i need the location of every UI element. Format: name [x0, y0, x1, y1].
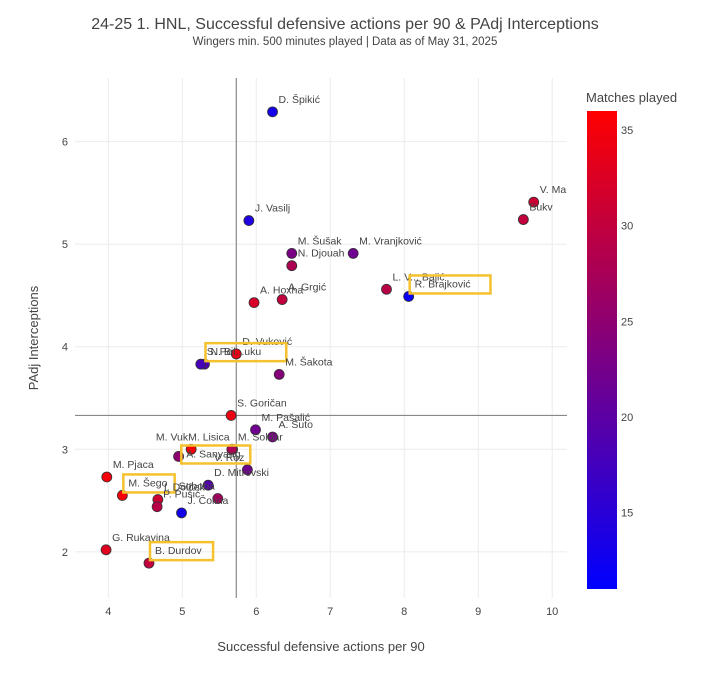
data-label: D. Vuković	[242, 336, 292, 348]
data-point	[273, 369, 285, 380]
data-labels: D. Špikić V. Ma Bukv J. Vasilj M. Šušak M. Vr…	[112, 93, 567, 562]
highlight-box	[408, 274, 492, 295]
data-point	[241, 464, 253, 476]
data-label: M. Pjaca	[113, 459, 154, 471]
chart-subtitle: Wingers min. 500 minutes played | Data a…	[193, 36, 498, 48]
data-label: V. Roz	[214, 452, 245, 464]
data-label: M. Šakota	[285, 355, 332, 368]
y-tick-label: 2	[62, 547, 68, 559]
colorbar-tick-label: 35	[621, 125, 633, 137]
data-label: R. Brajković	[415, 278, 471, 290]
x-tick-label: 7	[327, 606, 333, 618]
colorbar-tick-label: 30	[621, 221, 633, 233]
colorbar-title: Matches played	[586, 90, 677, 105]
data-label: G. Rukavina	[112, 532, 170, 544]
data-point	[347, 247, 359, 259]
data-label: J. Čolina	[188, 494, 229, 507]
highlight-box	[204, 341, 288, 363]
highlight-box	[180, 444, 252, 465]
reference-lines	[75, 78, 567, 598]
data-point	[230, 348, 242, 360]
data-point	[243, 215, 255, 226]
plot-area	[75, 78, 567, 598]
data-label: Soboba	[179, 481, 215, 493]
colorbar-tick-label: 25	[621, 316, 633, 328]
x-tick-label: 8	[401, 606, 407, 618]
data-point	[276, 294, 288, 305]
colorbar-tick-label: 15	[621, 508, 633, 520]
chart-title: 24-25 1. HNL, Successful defensive actio…	[91, 16, 599, 33]
y-tick-label: 6	[62, 137, 68, 149]
y-axis-ticks: 2 3 4 5 6	[62, 137, 68, 559]
data-label: M. Šušak	[298, 234, 343, 247]
data-label: B. Durdov	[155, 545, 202, 557]
data-point	[517, 214, 529, 225]
data-point	[381, 283, 392, 295]
data-label: P. Pušić	[163, 489, 200, 501]
data-label: I. Dolček	[164, 482, 206, 494]
data-label: A. Hoxha	[260, 285, 303, 297]
x-axis-ticks: 4 5 6 7 8 9 10	[105, 606, 558, 618]
data-label: M. Soldar	[238, 431, 283, 443]
data-point	[195, 358, 207, 370]
data-point	[100, 544, 112, 556]
data-point	[151, 501, 163, 513]
plot-background	[75, 78, 567, 598]
data-label: M. Šego	[128, 476, 167, 489]
y-tick-label: 4	[62, 342, 68, 354]
data-label: M. Pašalić	[262, 412, 310, 424]
data-label: S. Pe	[207, 346, 233, 358]
gridlines	[75, 78, 567, 598]
data-point	[267, 106, 278, 118]
data-label: M. Lisica	[188, 431, 230, 443]
data-point	[286, 247, 298, 259]
data-label: D. Špikić	[279, 93, 320, 106]
data-label: M. Vranjković	[359, 235, 422, 247]
data-point	[212, 493, 224, 504]
highlight-box	[122, 473, 176, 494]
data-point	[250, 424, 261, 436]
y-tick-label: 5	[62, 239, 68, 251]
data-label: M. Vuk	[156, 431, 189, 443]
x-axis-label: Successful defensive actions per 90	[217, 639, 424, 654]
x-tick-label: 6	[253, 606, 259, 618]
data-point	[101, 471, 113, 483]
x-tick-label: 10	[546, 606, 558, 618]
data-label: S. Goričan	[237, 397, 287, 409]
data-label: N. Djouah	[298, 248, 345, 260]
data-point	[528, 196, 540, 208]
data-point	[286, 260, 298, 272]
colorbar	[587, 111, 617, 589]
data-label: A. Sanyang	[186, 448, 240, 460]
data-label: Bukv	[529, 202, 553, 214]
data-point	[248, 297, 260, 309]
data-point	[225, 410, 237, 421]
highlight-box	[148, 540, 215, 562]
x-tick-label: 9	[475, 606, 481, 618]
x-tick-label: 4	[105, 606, 111, 618]
data-point	[267, 431, 278, 443]
data-label: A. Grgić	[288, 282, 326, 294]
colorbar-ticks: 15 20 25 30 35	[621, 125, 633, 519]
data-label: A. Šuto	[279, 418, 314, 431]
data-label: N. Bil...uku	[210, 346, 261, 358]
y-tick-label: 3	[62, 444, 68, 456]
data-label: J. Vasilj	[255, 203, 290, 215]
data-point	[176, 507, 187, 519]
data-point	[202, 479, 214, 491]
y-axis-label: PAdj Interceptions	[26, 285, 41, 390]
data-label: D. Mitrovski	[214, 467, 269, 479]
colorbar-tick-label: 20	[621, 412, 633, 424]
data-label: V. Ma	[540, 184, 567, 196]
x-tick-label: 5	[179, 606, 185, 618]
